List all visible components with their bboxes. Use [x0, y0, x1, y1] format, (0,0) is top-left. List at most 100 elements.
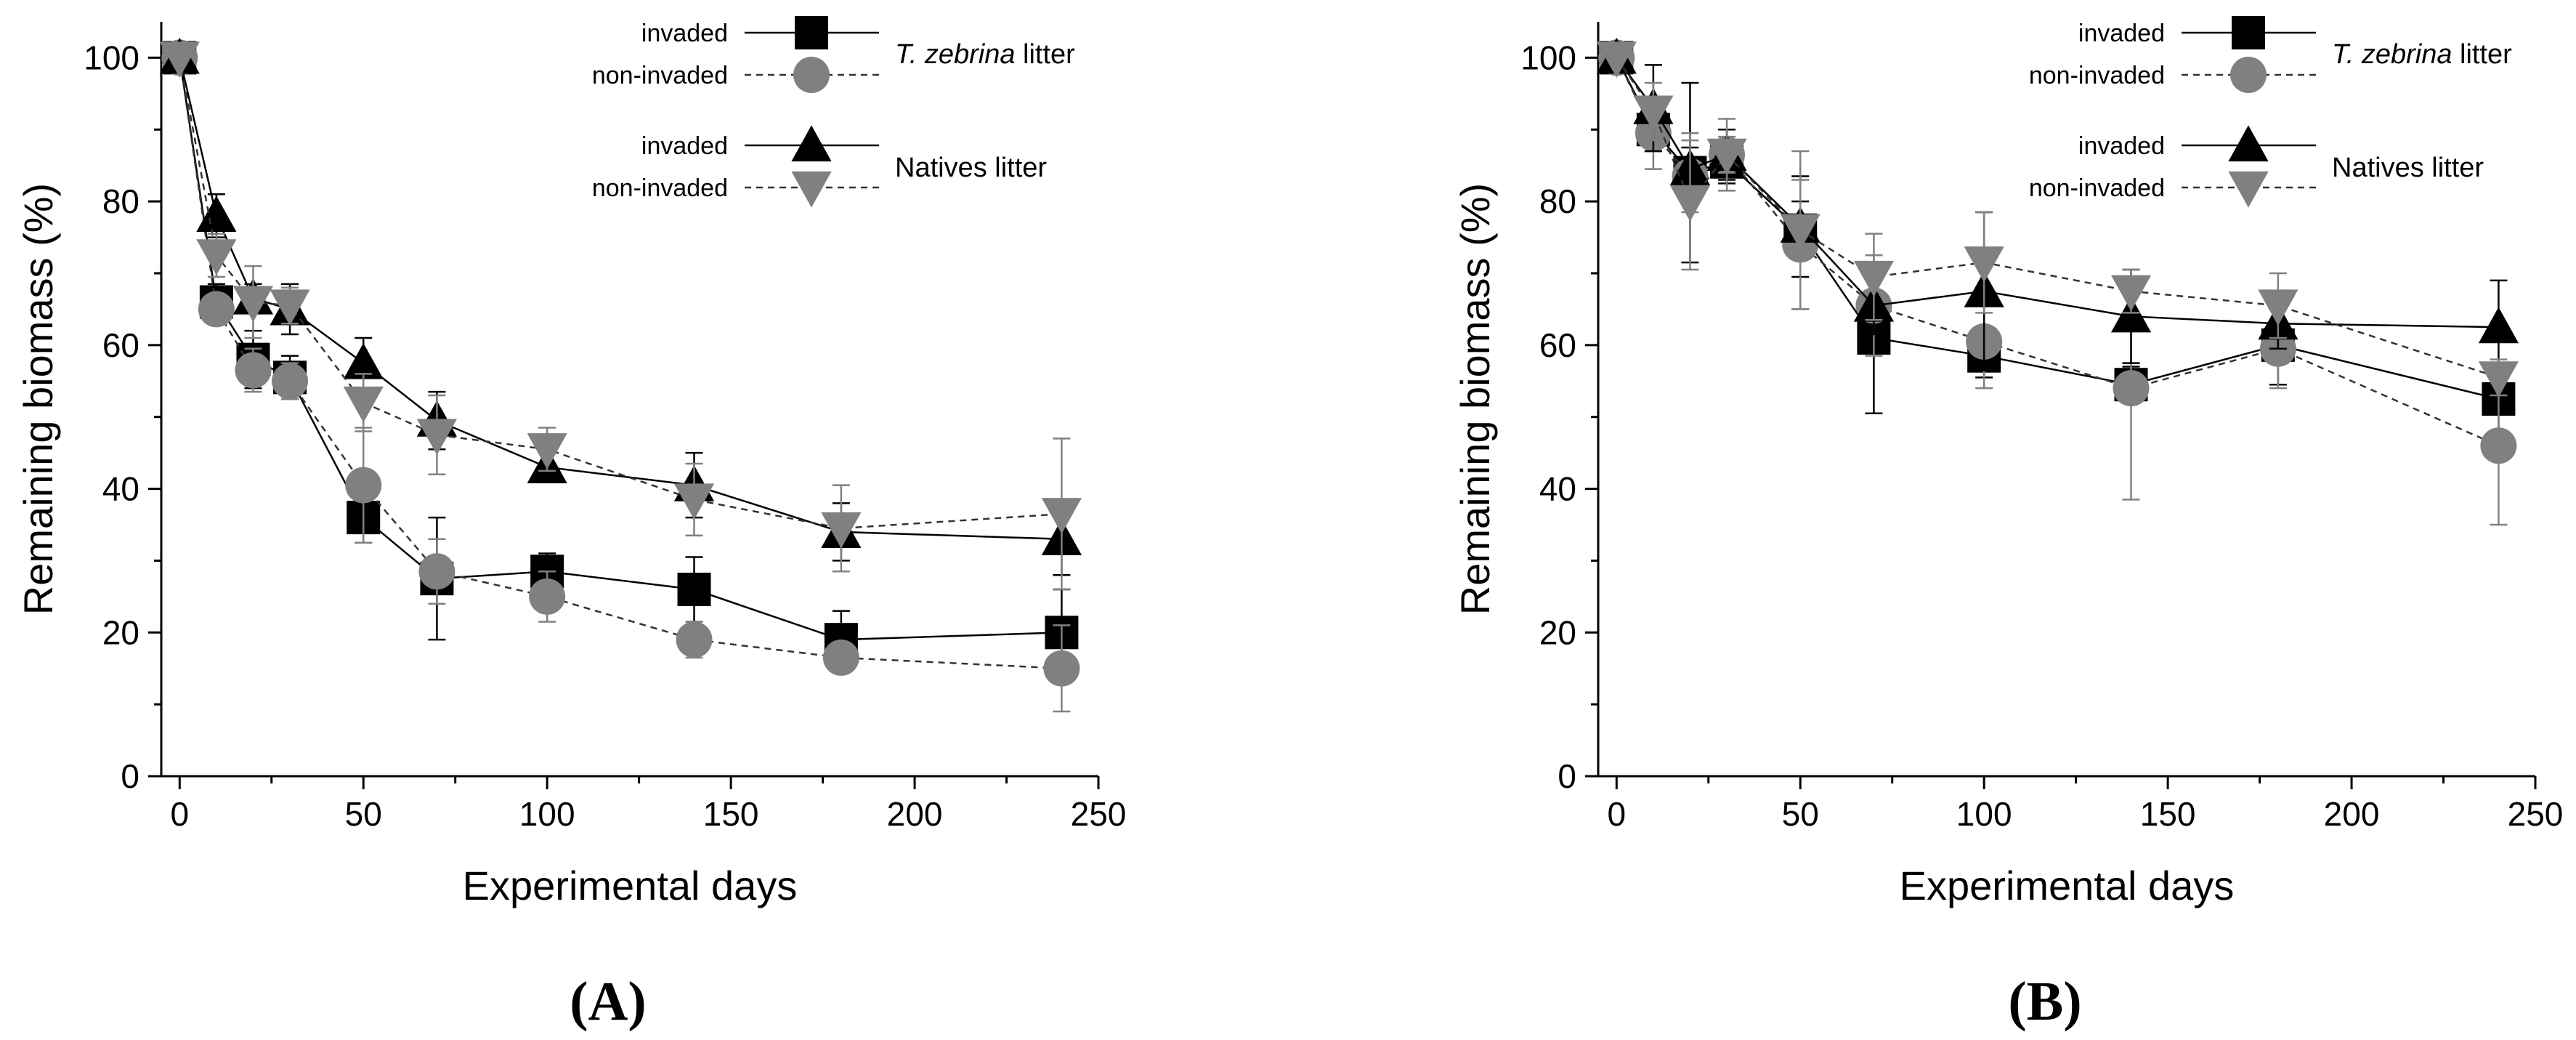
series-line	[1616, 57, 2499, 379]
series-line	[1616, 57, 2499, 328]
y-tick-label: 100	[84, 39, 139, 76]
series-3	[1596, 41, 2519, 398]
y-tick-label: 0	[121, 757, 139, 795]
y-tick-label: 60	[102, 326, 139, 364]
y-tick-label: 40	[1539, 470, 1576, 508]
legend-label: non-invaded	[2029, 62, 2165, 89]
y-tick-label: 20	[102, 613, 139, 651]
data-point	[418, 553, 455, 590]
data-point	[196, 239, 237, 275]
data-point	[416, 419, 458, 456]
x-tick-label: 150	[2140, 795, 2196, 833]
data-point	[2110, 275, 2152, 312]
x-tick-label: 200	[2324, 795, 2380, 833]
x-tick-label: 0	[170, 795, 189, 833]
data-point	[1780, 214, 1820, 251]
x-tick-label: 50	[1782, 795, 1819, 833]
data-point	[2478, 307, 2519, 344]
y-tick-label: 100	[1520, 39, 1576, 76]
data-point	[159, 41, 200, 78]
data-point	[676, 621, 713, 658]
series-line	[179, 57, 1062, 669]
data-point	[1596, 41, 1637, 78]
y-tick-label: 80	[102, 182, 139, 220]
legend-marker	[795, 16, 828, 49]
data-point	[2113, 370, 2150, 407]
x-tick-label: 250	[1071, 795, 1127, 833]
series-1	[161, 39, 1080, 713]
legend-label: invaded	[2078, 20, 2165, 47]
legend-marker	[793, 57, 830, 93]
legend-label: non-invaded	[592, 174, 728, 202]
series-line	[1616, 57, 2499, 400]
data-point	[1633, 95, 1674, 132]
series-line	[179, 57, 1062, 530]
legend: invaded non-invaded invaded non-invaded T. z…	[592, 16, 1075, 208]
panel-b: 0 20 40 60 80 100 0 50 100 150 200 250 Experimental …	[1452, 16, 2563, 1032]
series-line	[179, 57, 1062, 641]
data-point	[821, 512, 862, 549]
legend-group-suffix: litter	[2452, 39, 2512, 70]
legend-group-tzebrina: T. zebrina litter	[895, 39, 1075, 70]
legend-group-natives: Natives litter	[895, 153, 1047, 183]
data-point	[1041, 498, 1082, 534]
legend: invaded non-invaded invaded non-invaded T. z…	[2029, 16, 2512, 208]
y-tick-label: 0	[1558, 757, 1576, 795]
data-point	[2480, 427, 2517, 464]
data-point	[2110, 296, 2152, 333]
legend-marker	[2230, 57, 2267, 93]
x-tick-label: 100	[1956, 795, 2012, 833]
y-axis-title: Remaining biomass (%)	[1452, 183, 1498, 615]
data-point	[198, 291, 235, 328]
data-point	[1706, 138, 1747, 175]
data-point	[270, 289, 310, 326]
data-point	[232, 286, 274, 323]
legend-group-suffix: litter	[1015, 39, 1075, 70]
y-tick-label: 80	[1539, 182, 1576, 220]
x-axis-title: Experimental days	[463, 863, 798, 908]
legend-label: invaded	[2078, 132, 2165, 160]
data-point	[822, 639, 859, 676]
x-tick-label: 0	[1607, 795, 1626, 833]
x-tick-label: 50	[345, 795, 382, 833]
series-line	[1616, 57, 2499, 447]
series-0	[163, 41, 1079, 677]
legend-marker	[2228, 125, 2269, 162]
legend-group-natives: Natives litter	[2332, 153, 2484, 183]
panel-a: 0 20 40 60 80 100 0 50 100 150 200 250 Experimental …	[15, 16, 1126, 1032]
data-point	[2258, 289, 2298, 326]
data-point	[196, 195, 237, 232]
legend-label: non-invaded	[592, 62, 728, 89]
y-tick-label: 20	[1539, 613, 1576, 651]
panel-label: (A)	[570, 971, 647, 1032]
x-tick-label: 150	[703, 795, 759, 833]
data-point	[677, 572, 711, 606]
data-point	[343, 342, 384, 379]
data-point	[527, 433, 567, 469]
data-point	[272, 363, 309, 400]
legend-marker	[791, 171, 832, 208]
data-point	[343, 386, 384, 423]
x-axis-title: Experimental days	[1900, 863, 2235, 908]
data-point	[1043, 650, 1080, 687]
data-point	[673, 483, 715, 520]
legend-label: non-invaded	[2029, 174, 2165, 202]
legend-label: invaded	[641, 132, 728, 160]
data-point	[2478, 361, 2519, 398]
data-point	[1964, 246, 2004, 283]
data-point	[1669, 185, 1711, 222]
x-tick-label: 200	[887, 795, 943, 833]
data-point	[235, 352, 272, 389]
panel-label: (B)	[2008, 971, 2081, 1032]
legend-marker	[791, 125, 832, 162]
y-tick-label: 40	[102, 470, 139, 508]
legend-group-species: T. zebrina	[895, 39, 1015, 70]
series-line	[179, 57, 1062, 541]
legend-group-tzebrina: T. zebrina litter	[2332, 39, 2512, 70]
data-point	[1853, 260, 1895, 297]
data-point	[345, 467, 382, 504]
y-axis-title: Remaining biomass (%)	[15, 183, 61, 615]
series-1	[1598, 39, 2517, 526]
legend-label: invaded	[641, 20, 728, 47]
